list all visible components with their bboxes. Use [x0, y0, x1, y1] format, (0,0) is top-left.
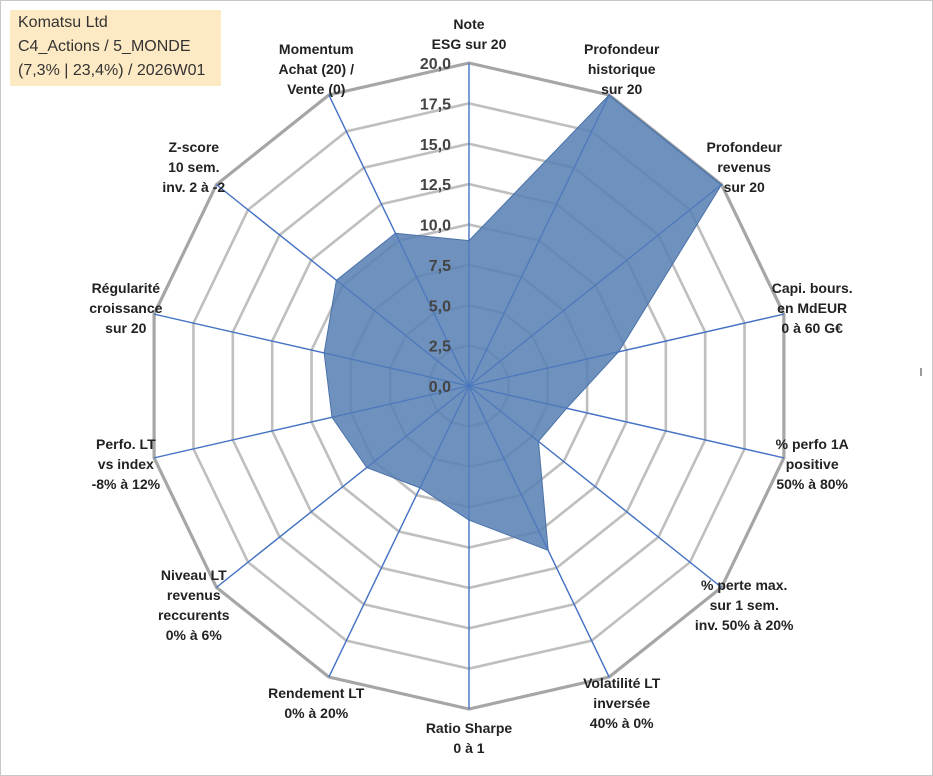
axis-spoke-overlay	[328, 94, 470, 387]
axis-label: Note ESG sur 20	[432, 14, 507, 54]
tick-label: 12,5	[420, 177, 451, 194]
axis-spoke-overlay	[153, 313, 470, 387]
axis-spoke-overlay	[468, 385, 722, 588]
axis-label-line: 40% à 0%	[589, 715, 654, 732]
axis-spoke-overlay	[216, 184, 470, 387]
axis-label: Capi. bours. en MdEUR 0 à 60 G€	[772, 278, 853, 338]
portfolio-path: C4_Actions / 5_MONDE	[18, 38, 191, 55]
axis-label-line: 10 sem.	[168, 158, 220, 175]
axis-label-line: Régularité	[91, 279, 161, 296]
axis-label-line: Vente (0)	[287, 80, 346, 97]
axis-label-line: Profondeur	[583, 40, 660, 57]
axis-label: % perfo 1A positive 50% à 80%	[776, 434, 849, 494]
axis-label-line: inversée	[593, 695, 651, 712]
axis-label: Niveau LT revenus reccurents 0% à 6%	[158, 565, 230, 645]
axis-label-line: sur 20	[601, 80, 643, 97]
axis-label-line: en MdEUR	[777, 299, 848, 316]
tick-label: 10,0	[420, 218, 451, 235]
company-name: Komatsu Ltd	[18, 14, 108, 31]
axis-label-line: sur 1 sem.	[709, 597, 779, 614]
axis-label-line: Capi. bours.	[771, 279, 853, 296]
scroll-marker	[920, 368, 922, 376]
axis-label: Rendement LT 0% à 20%	[268, 683, 364, 723]
axis-label: Momentum Achat (20) / Vente (0)	[279, 39, 354, 99]
performance-period: (7,3% | 23,4%) / 2026W01	[18, 62, 206, 79]
axis-label: Régularité croissance sur 20	[89, 278, 162, 338]
axis-label-line: Volatilité LT	[583, 675, 661, 692]
tick-label: 2,5	[429, 339, 451, 356]
axis-label-line: inv. 50% à 20%	[694, 617, 794, 634]
axis-label-line: historique	[587, 60, 656, 77]
axis-label-line: ESG sur 20	[431, 36, 507, 52]
axis-spoke-overlay	[468, 385, 785, 459]
axis-label-line: Profondeur	[706, 138, 782, 155]
axis-label-line: Niveau LT	[160, 567, 227, 584]
axis-label-line: Momentum	[278, 40, 354, 57]
axis-spoke-overlay	[328, 385, 470, 678]
axis-spoke-overlay	[468, 94, 610, 387]
tick-label: 5,0	[429, 298, 451, 315]
axis-label-line: vs index	[97, 456, 154, 473]
axis-label: Profondeur revenus sur 20	[706, 137, 781, 197]
axis-label: Profondeur historique sur 20	[584, 39, 659, 99]
axis-label: Z-score 10 sem. inv. 2 à -2	[162, 137, 225, 197]
security-info-box: Komatsu Ltd C4_Actions / 5_MONDE (7,3% |…	[10, 10, 221, 86]
axis-label: % perte max. sur 1 sem. inv. 50% à 20%	[695, 575, 794, 635]
axis-label-line: % perfo 1A	[775, 436, 849, 453]
axis-spoke-overlay	[468, 385, 610, 678]
axis-label-line: Rendement LT	[268, 685, 365, 702]
axis-spoke-overlay	[468, 313, 785, 387]
tick-label: 0,0	[429, 379, 451, 396]
tick-label: 17,5	[420, 96, 451, 113]
axis-spoke-overlay	[153, 385, 470, 459]
axis-spoke-overlay	[468, 184, 722, 387]
axis-label-line: revenus	[717, 158, 772, 175]
axis-label-line: % perte max.	[701, 577, 788, 594]
axis-label-line: inv. 2 à -2	[162, 178, 226, 195]
radar-series	[153, 63, 785, 709]
tick-label: 15,0	[420, 137, 451, 154]
axis-label-line: 0% à 20%	[284, 705, 349, 722]
tick-label: 20,0	[420, 56, 451, 73]
axis-label-line: Note	[453, 16, 485, 32]
tick-label: 7,5	[429, 258, 451, 275]
axis-label-line: 0 à 1	[453, 740, 485, 756]
axis-label-line: sur 20	[105, 319, 147, 336]
axis-label-line: Ratio Sharpe	[425, 720, 513, 736]
axis-spoke-overlay	[216, 385, 470, 588]
axis-label-line: 0 à 60 G€	[781, 319, 843, 336]
axis-label-line: Achat (20) /	[278, 60, 354, 77]
axis-label: Perfo. LT vs index -8% à 12%	[92, 434, 160, 494]
axis-label-line: 0% à 6%	[165, 627, 222, 644]
axis-label-line: revenus	[166, 587, 221, 604]
axis-label: Volatilité LT inversée 40% à 0%	[583, 673, 660, 733]
axis-label-line: reccurents	[157, 607, 230, 624]
axis-label-line: positive	[785, 456, 839, 473]
axis-label-line: Z-score	[168, 138, 220, 155]
axis-label-line: croissance	[89, 299, 163, 316]
axis-label-line: 50% à 80%	[776, 476, 848, 493]
axis-label-line: sur 20	[723, 178, 765, 195]
axis-label-line: Perfo. LT	[95, 436, 156, 453]
radial-axis-ticks: 0,0 2,5 5,0 7,5 10,0 12,5 15,0 17,5 20,0	[420, 56, 451, 396]
axis-label-line: -8% à 12%	[91, 476, 161, 493]
axis-label: Ratio Sharpe 0 à 1	[426, 718, 512, 758]
